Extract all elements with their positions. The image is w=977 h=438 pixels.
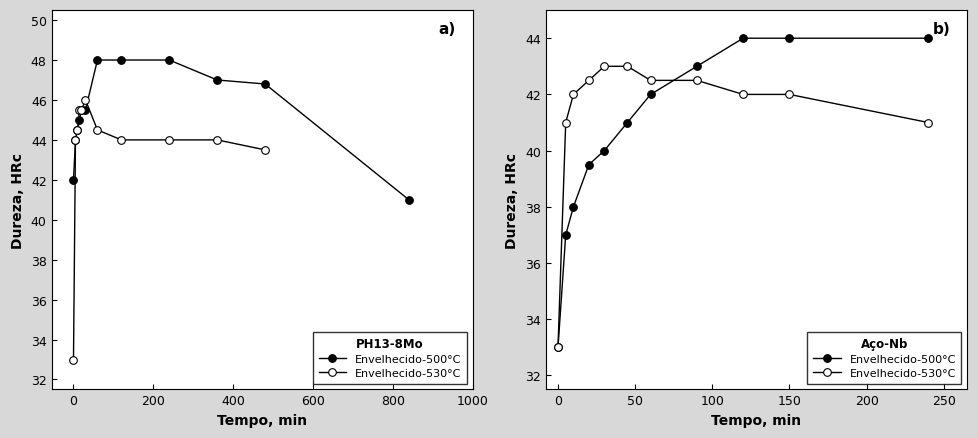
- Envelhecido-500°C: [644, 92, 656, 98]
- Envelhecido-530°C: [67, 357, 79, 362]
- X-axis label: Tempo, min: Tempo, min: [710, 413, 800, 427]
- Envelhecido-500°C: [115, 58, 127, 64]
- Envelhecido-530°C: [567, 92, 578, 98]
- Envelhecido-500°C: [92, 58, 104, 64]
- Y-axis label: Dureza, HRc: Dureza, HRc: [11, 152, 25, 248]
- Envelhecido-500°C: [783, 36, 794, 42]
- Envelhecido-500°C: [621, 120, 633, 126]
- Envelhecido-500°C: [71, 128, 83, 133]
- Envelhecido-500°C: [211, 78, 223, 83]
- Envelhecido-500°C: [79, 108, 91, 113]
- Envelhecido-500°C: [582, 162, 594, 168]
- Envelhecido-530°C: [92, 128, 104, 133]
- Envelhecido-530°C: [163, 138, 175, 143]
- Envelhecido-530°C: [79, 98, 91, 103]
- Envelhecido-500°C: [921, 36, 933, 42]
- Envelhecido-530°C: [644, 78, 656, 84]
- Envelhecido-530°C: [71, 128, 83, 133]
- Envelhecido-500°C: [259, 82, 271, 88]
- Line: Envelhecido-500°C: Envelhecido-500°C: [554, 35, 931, 351]
- Envelhecido-530°C: [115, 138, 127, 143]
- Y-axis label: Dureza, HRc: Dureza, HRc: [505, 152, 519, 248]
- Legend: Envelhecido-500°C, Envelhecido-530°C: Envelhecido-500°C, Envelhecido-530°C: [313, 332, 467, 384]
- Envelhecido-530°C: [783, 92, 794, 98]
- Line: Envelhecido-530°C: Envelhecido-530°C: [554, 64, 931, 351]
- Envelhecido-500°C: [598, 148, 610, 154]
- Envelhecido-530°C: [691, 78, 702, 84]
- Envelhecido-500°C: [567, 205, 578, 210]
- Envelhecido-530°C: [921, 120, 933, 126]
- Envelhecido-530°C: [737, 92, 748, 98]
- Envelhecido-530°C: [69, 138, 81, 143]
- Envelhecido-530°C: [621, 64, 633, 70]
- Envelhecido-500°C: [67, 178, 79, 183]
- Envelhecido-500°C: [559, 233, 571, 238]
- Line: Envelhecido-530°C: Envelhecido-530°C: [69, 97, 269, 364]
- Envelhecido-500°C: [163, 58, 175, 64]
- Legend: Envelhecido-500°C, Envelhecido-530°C: Envelhecido-500°C, Envelhecido-530°C: [806, 332, 960, 384]
- Envelhecido-530°C: [552, 345, 564, 350]
- Envelhecido-500°C: [403, 198, 414, 203]
- Text: b): b): [931, 22, 949, 37]
- X-axis label: Tempo, min: Tempo, min: [217, 413, 307, 427]
- Envelhecido-530°C: [75, 108, 87, 113]
- Envelhecido-530°C: [559, 120, 571, 126]
- Envelhecido-500°C: [737, 36, 748, 42]
- Envelhecido-500°C: [691, 64, 702, 70]
- Envelhecido-530°C: [211, 138, 223, 143]
- Envelhecido-500°C: [69, 138, 81, 143]
- Text: a): a): [439, 22, 455, 37]
- Line: Envelhecido-500°C: Envelhecido-500°C: [69, 57, 412, 204]
- Envelhecido-530°C: [259, 148, 271, 153]
- Envelhecido-500°C: [75, 108, 87, 113]
- Envelhecido-530°C: [582, 78, 594, 84]
- Envelhecido-500°C: [73, 118, 85, 123]
- Envelhecido-500°C: [552, 345, 564, 350]
- Envelhecido-530°C: [73, 108, 85, 113]
- Envelhecido-530°C: [598, 64, 610, 70]
